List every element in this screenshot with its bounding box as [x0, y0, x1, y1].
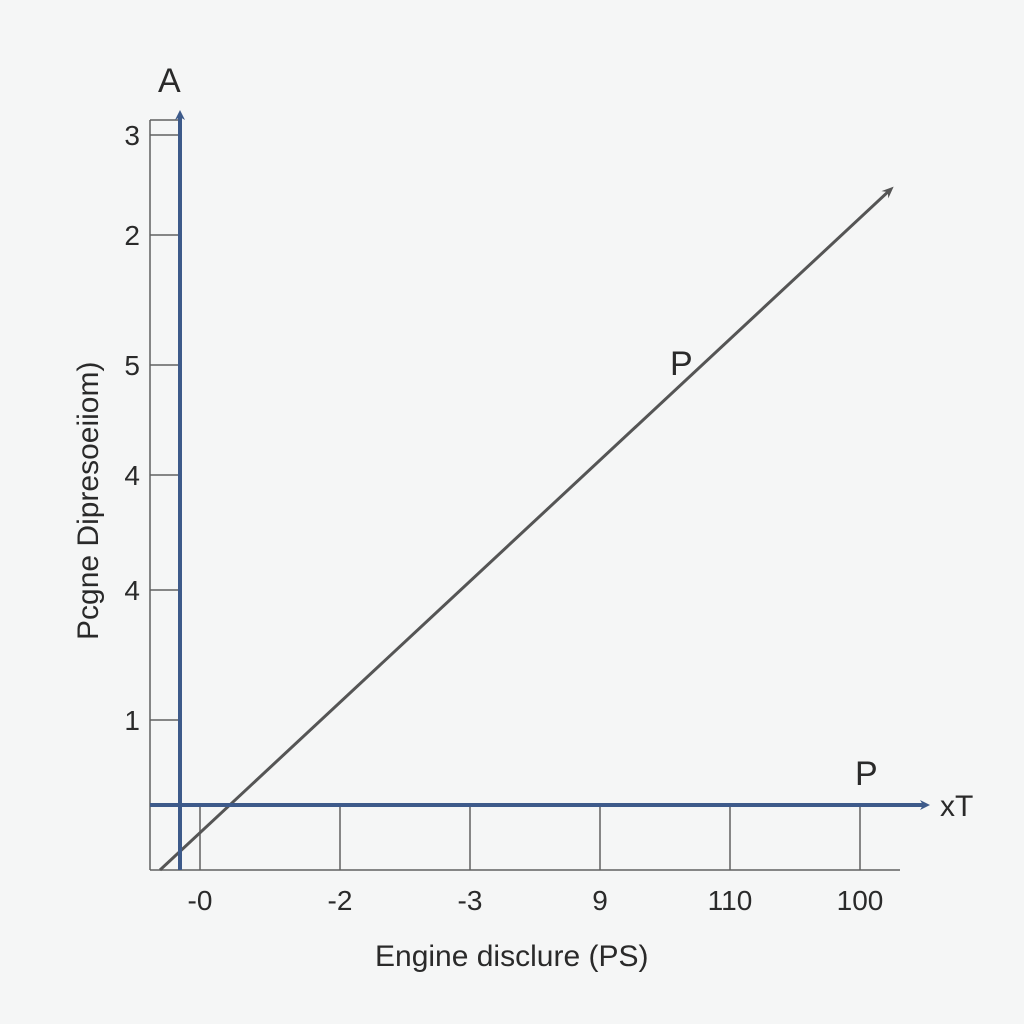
chart-svg — [0, 0, 1024, 1024]
chart-container: A Pcgne Dipresoeiiom) xT Engine disclure… — [0, 0, 1024, 1024]
data-line — [160, 190, 890, 870]
